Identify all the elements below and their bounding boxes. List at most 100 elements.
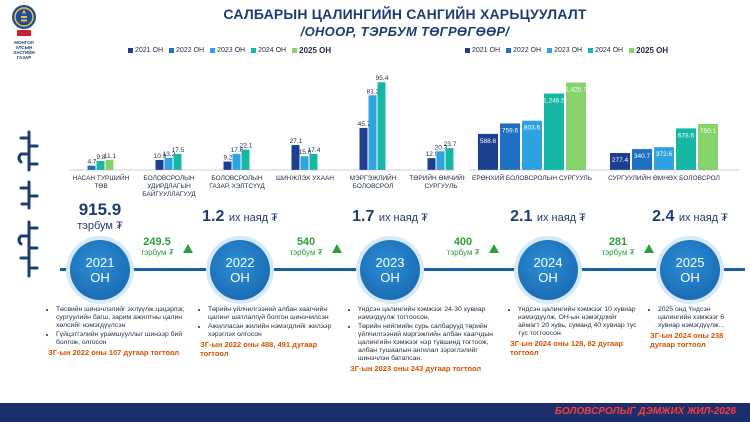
bar-5-3 [368, 95, 377, 170]
increase-amount: 540 тэрбум ₮ [289, 236, 323, 257]
category-label: СУРГУУЛИЙН ӨМНӨХ БОЛОВСРОЛ [608, 173, 720, 182]
bar-value-label: 17.5 [172, 147, 185, 154]
page-title: САЛБАРЫН ЦАЛИНГИЙН САНГИЙН ХАРЬЦУУЛАЛТ [223, 6, 587, 22]
policy-note: Үндсэн цалингийн хэмжээг 24-30 хувиар нэ… [350, 306, 500, 373]
bar-value-label: 13.2 [163, 151, 176, 158]
bar-2-4 [173, 153, 182, 170]
total-amount: 915.9 тэрбум ₮ [77, 200, 123, 232]
bar-value-label: 9.2 [223, 155, 232, 162]
legend-item-2025: 2025 ОН [629, 46, 668, 55]
bar-1-5 [105, 159, 114, 170]
note-bullet: Төсвийн шинэчлэлийг эхлүүлж цэцэрлэг, су… [56, 306, 188, 330]
footer-slogan: БОЛОВСРОЛЫГ ДЭМЖИХ ЖИЛ-2026 [554, 406, 736, 417]
legend-item-2024: 2024 ОН [588, 47, 623, 54]
resolution-reference: ЗГ-ын 2024 оны 128, 82 дугаар тогтоол [510, 339, 624, 357]
bar-value-label: 17.6 [231, 147, 244, 154]
bar-5-1 [359, 127, 368, 170]
bar-2-2 [632, 149, 652, 170]
category-label: ГАЗАР, ХЭЛТСҮҮД [209, 183, 265, 190]
logo-line-2: ЗАСГИЙН ГАЗАР [13, 50, 35, 60]
policy-note: 2025 онд Үндсэн цалингийн хэмжээг 6 хуви… [650, 306, 742, 349]
page-subtitle: /ОНООР, ТЭРБУМ ТӨГРӨГӨӨР/ [300, 24, 510, 39]
category-label: БОЛОВСРОЛЫН [143, 175, 195, 182]
year-circle: 2025 ОН [660, 240, 720, 300]
total-amount: 1.2 их наяд ₮ [202, 208, 278, 225]
total-amount: 1.7 их наяд ₮ [352, 208, 428, 225]
note-bullet: Ажилласан жилийн нэмэгдлийг жилээр хэрэг… [208, 323, 340, 339]
bar-1-1 [478, 133, 498, 170]
bar-5-4 [377, 82, 386, 170]
bar-2-1 [155, 159, 164, 170]
bar-value-label: 23.7 [444, 141, 457, 148]
bar-value-label: 17.4 [308, 147, 321, 154]
bar-1-2 [87, 165, 96, 170]
sector-salary-chart-large: 588.6 759.6 803.6 1,246.51,425.7 ЕРӨНХИЙ БОЛ… [470, 82, 740, 182]
note-bullet: Үндсэн цалингийн хэмжээг 24-30 хувиар нэ… [358, 306, 500, 322]
category-label: БАЙГУУЛЛАГУУД [142, 189, 196, 198]
increase-arrow-icon [183, 244, 193, 253]
bar-3-4 [241, 149, 250, 170]
resolution-reference: ЗГ-ын 2022 оны 107 дугаар тогтоол [48, 348, 180, 357]
bar-1-4 [96, 160, 105, 170]
legend-item-2022: 2022 ОН [506, 47, 541, 54]
bar-4-3 [300, 156, 309, 170]
increase-amount: 281 тэрбум ₮ [601, 236, 635, 257]
note-bullet: Төрийн нийгмийн сурь салбарууд төрийн үй… [358, 323, 500, 363]
increase-arrow-icon [644, 244, 654, 253]
increase-amount: 249.5 тэрбум ₮ [140, 236, 174, 257]
legend-item-2021: 2021 ОН [465, 47, 500, 54]
bar-value-label: 11.1 [104, 153, 117, 160]
bar-4-1 [291, 145, 300, 170]
increase-amount: 400 тэрбум ₮ [446, 236, 480, 257]
bar-6-4 [445, 148, 454, 170]
bar-value-label: 27.1 [290, 138, 303, 145]
bar-1-2 [500, 123, 520, 170]
policy-note: Төсвийн шинэчлэлийг эхлүүлж цэцэрлэг, су… [48, 306, 188, 357]
bar-1-3 [522, 120, 542, 170]
bar-value-label: 10.9 [154, 153, 167, 160]
resolution-reference: ЗГ-ын 2022 оны 488, 491 дугаар тогтоол [200, 340, 318, 358]
resolution-reference: ЗГ-ын 2023 оны 243 дугаар тогтоол [350, 364, 482, 373]
year-circle: 2024 ОН [518, 240, 578, 300]
legend-item-2024: 2024 ОН [251, 47, 286, 54]
category-label: БОЛОВСРОЛ [353, 183, 394, 190]
increase-arrow-icon [332, 244, 342, 253]
year-circle: 2023 ОН [360, 240, 420, 300]
soyombo-emblem-icon [12, 5, 36, 36]
bar-2-3 [164, 157, 173, 170]
category-label: БОЛОВСРОЛЫН [211, 175, 263, 182]
bar-value-label: 12.9 [426, 151, 439, 158]
note-bullet: Төрийн үйлчилгээний албан хаагчийн цалин… [208, 306, 340, 322]
logo-line-1: МОНГОЛ УЛСЫН [14, 40, 34, 50]
footer-bar [0, 403, 750, 422]
note-bullet: Үндсэн цалингийн хэмжээг 10 хувиар нэмэг… [518, 306, 638, 338]
bar-6-1 [427, 158, 436, 170]
category-label: ЕРӨНХИЙ БОЛОВСРОЛЫН СУРГУУЛЬ [472, 173, 592, 182]
bar-value-label: 22.1 [240, 143, 253, 150]
bar-1-4 [544, 93, 564, 170]
bar-value-label: 750.1 [700, 128, 717, 135]
bar-value-label: 588.6 [480, 138, 497, 145]
bar-2-1 [610, 152, 630, 170]
year-circle: 2022 ОН [210, 240, 270, 300]
bar-value-label: 9.8 [96, 154, 105, 161]
legend-item-2021: 2021 ОН [128, 47, 163, 54]
mongolian-script-decoration [17, 130, 39, 278]
category-label: МЭРГЭЖЛИЙН [350, 173, 397, 182]
bar-value-label: 759.6 [502, 127, 519, 134]
bar-value-label: 15.0 [299, 149, 312, 156]
legend-item-2022: 2022 ОН [169, 47, 204, 54]
bar-value-label: 81.2 [367, 88, 380, 95]
timeline-line [60, 268, 745, 271]
chart-legend-left: 2021 ОН 2022 ОН 2023 ОН 2024 ОН 2025 ОН [128, 46, 331, 55]
category-label: УДИРДЛАГЫН [147, 183, 191, 190]
category-label: НАСАН ТУРШИЙН [73, 173, 130, 182]
bar-value-label: 803.6 [524, 125, 541, 132]
legend-item-2023: 2023 ОН [210, 47, 245, 54]
bar-4-4 [309, 153, 318, 170]
bar-3-3 [232, 153, 241, 170]
bar-1-5 [566, 82, 586, 170]
bar-value-label: 4.7 [87, 159, 96, 166]
chart-legend-right: 2021 ОН 2022 ОН 2023 ОН 2024 ОН 2025 ОН [465, 46, 668, 55]
